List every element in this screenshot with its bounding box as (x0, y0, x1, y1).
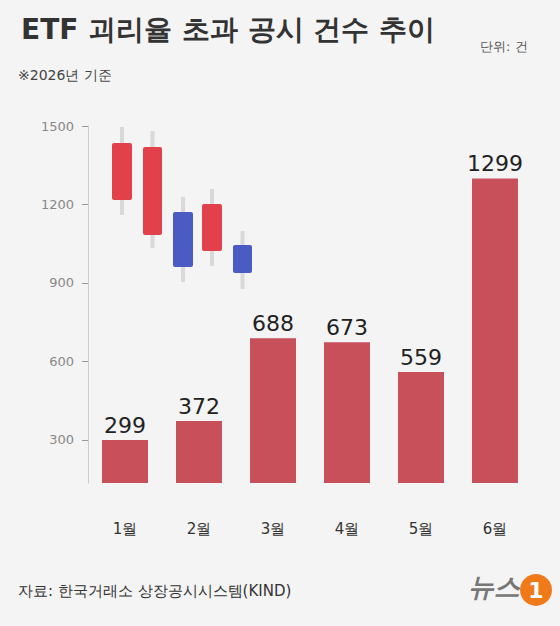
svg-text:뉴스: 뉴스 (468, 572, 521, 602)
svg-text:5월: 5월 (409, 520, 434, 538)
svg-text:ETF 괴리율 초과 공시 건수 추이: ETF 괴리율 초과 공시 건수 추이 (21, 13, 435, 46)
svg-text:1: 1 (528, 578, 543, 603)
svg-text:6월: 6월 (483, 520, 508, 538)
svg-text:600: 600 (49, 354, 74, 369)
svg-text:1월: 1월 (113, 520, 138, 538)
svg-text:673: 673 (326, 315, 368, 340)
svg-text:1299: 1299 (467, 151, 523, 176)
svg-text:299: 299 (104, 413, 146, 438)
svg-text:자료: 한국거래소 상장공시시스템(KIND): 자료: 한국거래소 상장공시시스템(KIND) (18, 582, 291, 600)
svg-text:단위: 건: 단위: 건 (480, 39, 528, 54)
svg-text:2월: 2월 (187, 520, 212, 538)
svg-text:900: 900 (49, 275, 74, 290)
svg-text:688: 688 (252, 311, 294, 336)
svg-text:372: 372 (178, 394, 220, 419)
svg-text:1200: 1200 (41, 197, 74, 212)
svg-text:4월: 4월 (335, 520, 360, 538)
svg-text:1500: 1500 (41, 119, 74, 134)
svg-text:※2026년 기준: ※2026년 기준 (18, 67, 112, 83)
svg-text:3월: 3월 (261, 520, 286, 538)
svg-text:559: 559 (400, 345, 442, 370)
svg-text:300: 300 (49, 432, 74, 447)
